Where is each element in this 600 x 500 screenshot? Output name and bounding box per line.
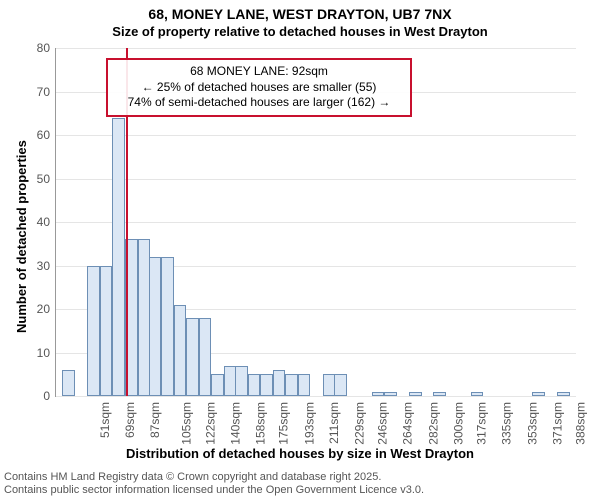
histogram-bar [186,318,199,396]
y-axis-label: Number of detached properties [14,140,29,333]
x-tick-label: 282sqm [427,402,439,445]
histogram-bar [211,374,224,396]
x-tick-label: 193sqm [303,402,315,445]
x-tick-label: 229sqm [353,402,365,445]
histogram-bar [285,374,298,396]
x-tick-label: 51sqm [99,402,111,438]
plot-area: 0102030405060708051sqm69sqm87sqm105sqm12… [55,48,576,397]
histogram-bar [112,118,125,396]
x-tick-label: 105sqm [181,402,193,445]
gridline [56,222,576,223]
reference-annotation-box: 68 MONEY LANE: 92sqm ← 25% of detached h… [106,58,412,117]
histogram-bar [298,374,311,396]
y-tick-label: 10 [37,347,50,359]
chart-title: 68, MONEY LANE, WEST DRAYTON, UB7 7NX [0,6,600,22]
y-tick-label: 20 [37,303,50,315]
histogram-bar [557,392,570,396]
y-tick-label: 0 [43,390,50,402]
histogram-bar [174,305,187,396]
annotation-line: ← 25% of detached houses are smaller (55… [114,80,404,96]
footer-line: Contains public sector information licen… [4,484,424,498]
histogram-bar [471,392,484,396]
histogram-bar [149,257,162,396]
histogram-bar [532,392,545,396]
x-tick-label: 122sqm [204,402,216,445]
x-tick-label: 140sqm [229,402,241,445]
histogram-bar [372,392,385,396]
gridline [56,135,576,136]
annotation-line: 68 MONEY LANE: 92sqm [114,64,404,80]
y-tick-label: 80 [37,42,50,54]
annotation-line: 74% of semi-detached houses are larger (… [114,95,404,111]
gridline [56,48,576,49]
x-tick-label: 175sqm [278,402,290,445]
histogram-bar [161,257,174,396]
y-tick-label: 50 [37,173,50,185]
footer-line: Contains HM Land Registry data © Crown c… [4,471,424,485]
histogram-bar [409,392,422,396]
histogram-bar [260,374,273,396]
y-tick-label: 40 [37,216,50,228]
y-tick-label: 60 [37,129,50,141]
histogram-bar [248,374,261,396]
x-axis-label: Distribution of detached houses by size … [0,446,600,461]
x-tick-label: 158sqm [254,402,266,445]
histogram-bar [100,266,113,397]
x-tick-label: 353sqm [526,402,538,445]
histogram-bar [433,392,446,396]
gridline [56,396,576,397]
gridline [56,179,576,180]
y-tick-label: 70 [37,86,50,98]
x-tick-label: 300sqm [452,402,464,445]
histogram-bar [384,392,397,396]
x-tick-label: 264sqm [402,402,414,445]
x-tick-label: 246sqm [377,402,389,445]
histogram-bar [235,366,248,396]
x-tick-label: 211sqm [327,402,339,444]
histogram-bar [199,318,212,396]
histogram-bar [62,370,75,396]
x-tick-label: 371sqm [551,402,563,445]
y-tick-label: 30 [37,260,50,272]
attribution-footer: Contains HM Land Registry data © Crown c… [4,471,424,499]
histogram-bar [334,374,347,396]
x-tick-label: 317sqm [476,402,488,445]
chart-subtitle: Size of property relative to detached ho… [0,24,600,39]
histogram-bar [87,266,100,397]
x-tick-label: 87sqm [149,402,161,438]
x-tick-label: 69sqm [124,402,136,438]
histogram-bar [273,370,286,396]
x-tick-label: 388sqm [575,402,587,445]
x-tick-label: 335sqm [501,402,513,445]
histogram-chart: 68, MONEY LANE, WEST DRAYTON, UB7 7NX Si… [0,0,600,500]
